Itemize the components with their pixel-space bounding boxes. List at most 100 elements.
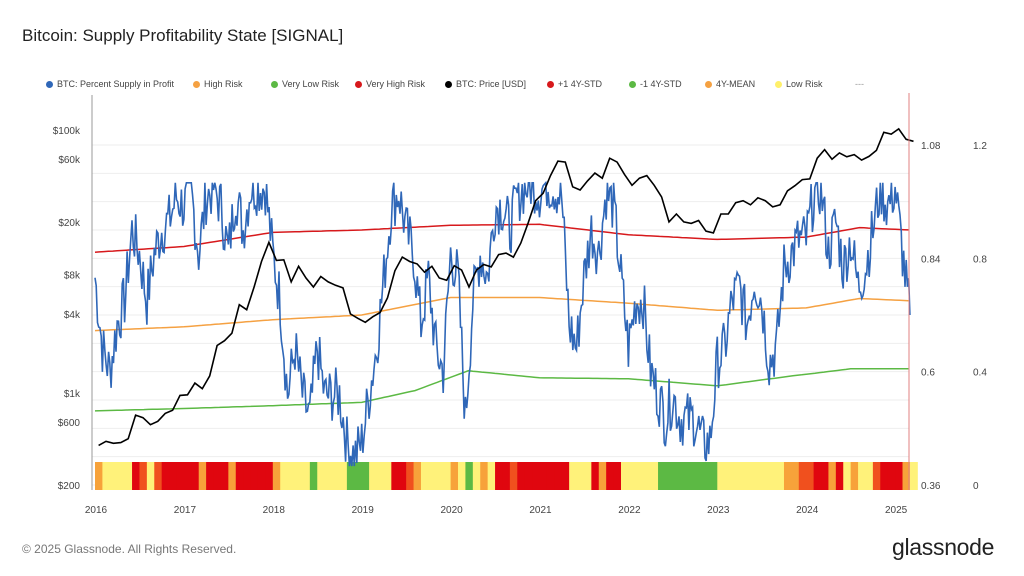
signal-segment xyxy=(458,462,466,490)
signal-segment xyxy=(235,462,244,490)
signal-segment xyxy=(569,462,578,490)
signal-segment xyxy=(420,462,429,490)
signal-segment xyxy=(191,462,200,490)
signal-segment xyxy=(169,462,177,490)
signal-segment xyxy=(909,462,918,490)
y-left-tick-label: $4k xyxy=(64,310,81,321)
signal-segment xyxy=(902,462,911,490)
signal-segment xyxy=(280,462,289,490)
legend-label: --- xyxy=(855,79,864,89)
signal-segment xyxy=(132,462,140,490)
legend-item[interactable]: 4Y-MEAN xyxy=(705,79,775,89)
x-tick-label: 2016 xyxy=(85,505,108,516)
signal-segment xyxy=(598,462,607,490)
signal-segment xyxy=(791,462,800,490)
signal-segment xyxy=(332,462,340,490)
legend-dot-icon xyxy=(775,80,782,88)
signal-band xyxy=(95,462,918,490)
signal-segment xyxy=(495,462,503,490)
signal-segment xyxy=(509,462,518,490)
signal-segment xyxy=(317,462,326,490)
signal-segment xyxy=(761,462,770,490)
legend-label: High Risk xyxy=(204,79,243,89)
legend-item[interactable]: BTC: Percent Supply in Profit xyxy=(46,79,193,89)
legend-item[interactable]: Very High Risk xyxy=(355,79,445,89)
legend-item[interactable]: High Risk xyxy=(193,79,271,89)
signal-segment xyxy=(369,462,378,490)
signal-segment xyxy=(324,462,333,490)
legend-item[interactable]: Very Low Risk xyxy=(271,79,355,89)
x-tick-label: 2018 xyxy=(263,505,286,516)
signal-segment xyxy=(783,462,792,490)
signal-segment xyxy=(835,462,844,490)
signal-segment xyxy=(695,462,703,490)
y-left-tick-label: $8k xyxy=(64,270,81,281)
legend-item[interactable]: -1 4Y-STD xyxy=(629,79,705,89)
signal-segment xyxy=(821,462,829,490)
legend-dot-icon xyxy=(629,80,636,88)
signal-segment xyxy=(139,462,148,490)
signal-segment xyxy=(361,462,370,490)
signal-segment xyxy=(213,462,222,490)
signal-segment xyxy=(650,462,659,490)
signal-segment xyxy=(339,462,348,490)
legend-label: 4Y-MEAN xyxy=(716,79,756,89)
signal-segment xyxy=(398,462,407,490)
signal-segment xyxy=(539,462,548,490)
signal-segment xyxy=(687,462,696,490)
y-right-tick-label: 0.8 xyxy=(973,254,987,265)
signal-segment xyxy=(813,462,822,490)
signal-segment xyxy=(220,462,229,490)
signal-segment xyxy=(354,462,363,490)
signal-segment xyxy=(739,462,748,490)
signal-segment xyxy=(383,462,392,490)
btc-price-line xyxy=(98,127,914,447)
legend-item[interactable]: +1 4Y-STD xyxy=(547,79,629,89)
x-tick-label: 2024 xyxy=(796,505,819,516)
signal-segment xyxy=(828,462,837,490)
y-left-tick-label: $600 xyxy=(58,418,81,429)
signal-segment xyxy=(680,462,689,490)
signal-segment xyxy=(843,462,852,490)
y-mid-tick-label: 0.84 xyxy=(921,254,941,265)
y-left-tick-label: $100k xyxy=(53,126,81,137)
signal-segment xyxy=(776,462,785,490)
signal-segment xyxy=(606,462,615,490)
legend-item[interactable]: --- xyxy=(855,79,885,89)
signal-segment xyxy=(517,462,526,490)
y-right-tick-label: 0.4 xyxy=(973,368,987,379)
signal-segment xyxy=(272,462,281,490)
y-left-tick-label: $20k xyxy=(58,218,81,229)
signal-segment xyxy=(428,462,437,490)
signal-segment xyxy=(250,462,259,490)
x-tick-label: 2025 xyxy=(885,505,908,516)
signal-segment xyxy=(228,462,237,490)
signal-segment xyxy=(487,462,496,490)
x-tick-label: 2019 xyxy=(352,505,375,516)
signal-segment xyxy=(198,462,207,490)
x-tick-label: 2022 xyxy=(618,505,641,516)
signal-segment xyxy=(183,462,192,490)
legend-dot-icon xyxy=(547,80,554,88)
signal-segment xyxy=(702,462,711,490)
signal-segment xyxy=(546,462,555,490)
signal-segment xyxy=(265,462,274,490)
signal-segment xyxy=(798,462,807,490)
signal-segment xyxy=(257,462,266,490)
signal-segment xyxy=(450,462,459,490)
y-right-tick-label: 0 xyxy=(973,481,979,492)
signal-segment xyxy=(117,462,126,490)
legend-item[interactable]: Low Risk xyxy=(775,79,855,89)
percent-supply-in-profit-line xyxy=(94,180,911,467)
signal-segment xyxy=(502,462,511,490)
signal-segment xyxy=(124,462,133,490)
signal-segment xyxy=(176,462,185,490)
signal-segment xyxy=(561,462,570,490)
legend-item[interactable]: BTC: Price [USD] xyxy=(445,79,547,89)
x-tick-label: 2020 xyxy=(440,505,463,516)
legend: BTC: Percent Supply in Profit High Risk Ve… xyxy=(46,79,885,89)
legend-label: BTC: Percent Supply in Profit xyxy=(57,79,175,89)
signal-segment xyxy=(643,462,652,490)
y-left-tick-label: $200 xyxy=(58,481,81,492)
